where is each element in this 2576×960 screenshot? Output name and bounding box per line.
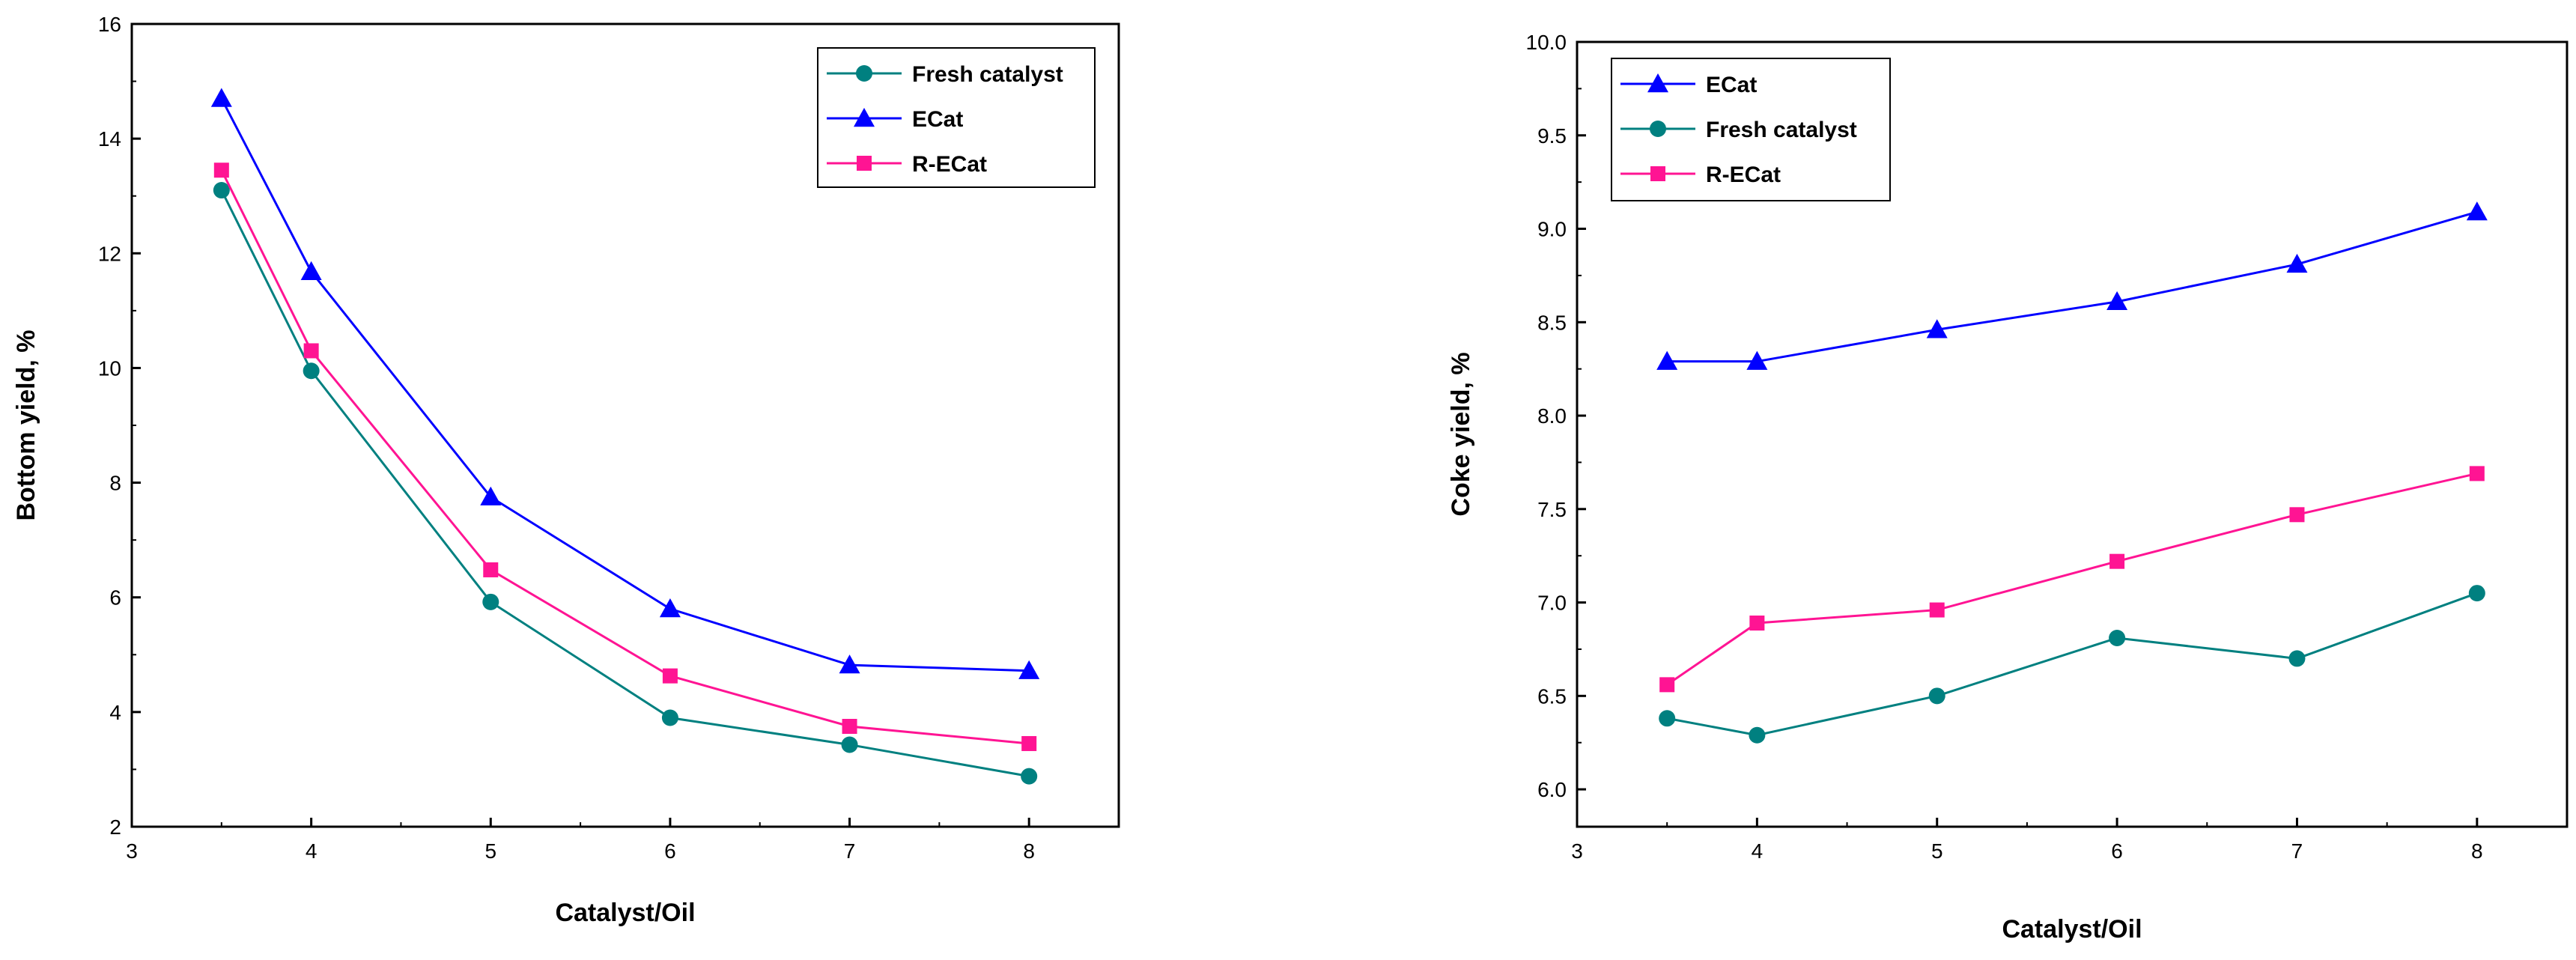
y-tick-label: 6.0	[1537, 778, 1567, 801]
y-axis-title: Coke yield, %	[1447, 352, 1475, 516]
y-tick-label: 4	[109, 701, 121, 724]
x-tick-label: 3	[1571, 839, 1583, 863]
data-point-fresh-catalyst	[1749, 726, 1766, 744]
data-point-r-ecat	[1021, 735, 1037, 751]
y-tick-label: 16	[98, 13, 121, 36]
legend-marker-ecat	[1647, 73, 1668, 93]
coke-yield-chart: 3 4 5 6 7 8 6.0 6.5 7.0 7.5 8.0 8.5 9.0 9.5 10.0 Cataly…	[1447, 31, 2569, 944]
x-tick-label: 7	[2291, 839, 2303, 863]
data-point-fresh-catalyst	[841, 736, 858, 753]
data-point-r-ecat	[662, 668, 678, 684]
x-tick-label: 6	[2111, 839, 2123, 863]
series-line-r-ecat	[1666, 472, 2478, 686]
x-tick-label: 5	[484, 839, 496, 863]
data-point-fresh-catalyst	[2109, 629, 2126, 646]
data-point-ecat	[300, 261, 322, 280]
data-point-ecat	[839, 654, 860, 674]
data-point-ecat	[659, 598, 681, 618]
series-line-ecat	[1667, 210, 2478, 363]
data-point-fresh-catalyst	[2288, 650, 2306, 667]
data-point-ecat	[210, 88, 232, 107]
y-tick-label: 8	[109, 472, 121, 495]
data-point-fresh-catalyst	[2468, 585, 2485, 602]
y-tick-label: 6	[109, 586, 121, 610]
y-tick-label: 7.0	[1537, 592, 1567, 615]
y-tick-label: 10.0	[1526, 31, 1567, 54]
y-tick-label: 8.0	[1537, 404, 1567, 428]
data-point-ecat	[2466, 201, 2488, 221]
data-point-r-ecat	[1929, 602, 1945, 618]
y-axis-title: Bottom yield, %	[12, 329, 40, 520]
x-axis-title: Catalyst/Oil	[2002, 915, 2142, 944]
series-fresh-catalyst	[213, 182, 1038, 785]
plot-frame	[1576, 40, 2569, 828]
legend: Fresh catalyst ECat R-ECat	[817, 47, 1096, 188]
x-tick-label: 6	[664, 839, 676, 863]
x-tick-label: 5	[1931, 839, 1943, 863]
series-r-ecat	[1659, 466, 2485, 693]
legend-marker-ecat	[854, 108, 875, 127]
legend-marker-fresh-catalyst	[856, 65, 872, 82]
x-tick-label: 8	[1023, 839, 1035, 863]
y-tick-label: 8.5	[1537, 311, 1567, 334]
y-tick-label: 10	[98, 356, 121, 380]
x-tick-label: 8	[2471, 839, 2483, 863]
y-tick-label: 14	[98, 127, 121, 151]
data-point-r-ecat	[1659, 677, 1675, 693]
y-tick-label: 12	[98, 242, 121, 265]
data-point-ecat	[1746, 350, 1768, 370]
legend-label-r-ecat: R-ECat	[912, 152, 987, 177]
y-tick-label: 7.5	[1537, 498, 1567, 521]
data-point-r-ecat	[2469, 466, 2485, 481]
data-point-r-ecat	[2289, 507, 2305, 523]
data-point-r-ecat	[483, 562, 499, 577]
legend-label-fresh-catalyst: Fresh catalyst	[1706, 118, 1857, 142]
legend-label-ecat: ECat	[912, 107, 963, 132]
data-point-fresh-catalyst	[482, 593, 499, 610]
data-point-r-ecat	[213, 162, 229, 178]
data-point-r-ecat	[303, 343, 319, 359]
data-point-ecat	[480, 486, 502, 505]
legend-label-ecat: ECat	[1706, 73, 1757, 97]
x-tick-label: 3	[126, 839, 138, 863]
bottom-yield-chart: 3 4 5 6 7 8 2 4 6 8 10 12 14 16 Catalyst/Oil Bottom yie…	[12, 13, 1120, 927]
y-tick-label: 6.5	[1537, 684, 1567, 708]
data-point-fresh-catalyst	[1928, 687, 1945, 705]
legend-label-fresh-catalyst: Fresh catalyst	[912, 62, 1063, 87]
legend-marker-r-ecat	[857, 156, 872, 171]
legend: ECat Fresh catalyst R-ECat	[1611, 58, 1891, 201]
data-point-fresh-catalyst	[213, 182, 230, 199]
series-ecat	[210, 88, 1040, 679]
data-point-ecat	[2286, 253, 2308, 273]
y-tick-label: 9.5	[1537, 124, 1567, 148]
series-fresh-catalyst	[1659, 585, 2485, 744]
legend-label-r-ecat: R-ECat	[1706, 162, 1781, 187]
series-line-ecat	[220, 97, 1030, 672]
data-point-fresh-catalyst	[661, 709, 678, 726]
series-r-ecat	[213, 162, 1037, 751]
series-line-r-ecat	[220, 169, 1030, 745]
y-tick-label: 2	[109, 815, 121, 839]
series-line-fresh-catalyst	[1666, 592, 2478, 737]
x-tick-label: 7	[844, 839, 856, 863]
data-point-fresh-catalyst	[1021, 768, 1038, 785]
series-line-fresh-catalyst	[220, 189, 1030, 778]
data-point-r-ecat	[842, 719, 857, 734]
x-axis-title: Catalyst/Oil	[555, 899, 695, 927]
x-tick-label: 4	[306, 839, 318, 863]
y-tick-label: 9.0	[1537, 218, 1567, 241]
data-point-ecat	[2106, 291, 2128, 311]
data-point-r-ecat	[2109, 553, 2125, 569]
data-point-fresh-catalyst	[1659, 710, 1676, 727]
legend-marker-fresh-catalyst	[1650, 121, 1666, 137]
series-ecat	[1656, 201, 2488, 370]
data-point-ecat	[1018, 660, 1040, 679]
legend-marker-r-ecat	[1650, 166, 1665, 181]
data-point-ecat	[1926, 319, 1948, 338]
x-tick-label: 4	[1752, 839, 1764, 863]
data-point-fresh-catalyst	[303, 362, 320, 380]
data-point-ecat	[1656, 350, 1678, 370]
data-point-r-ecat	[1749, 616, 1765, 631]
